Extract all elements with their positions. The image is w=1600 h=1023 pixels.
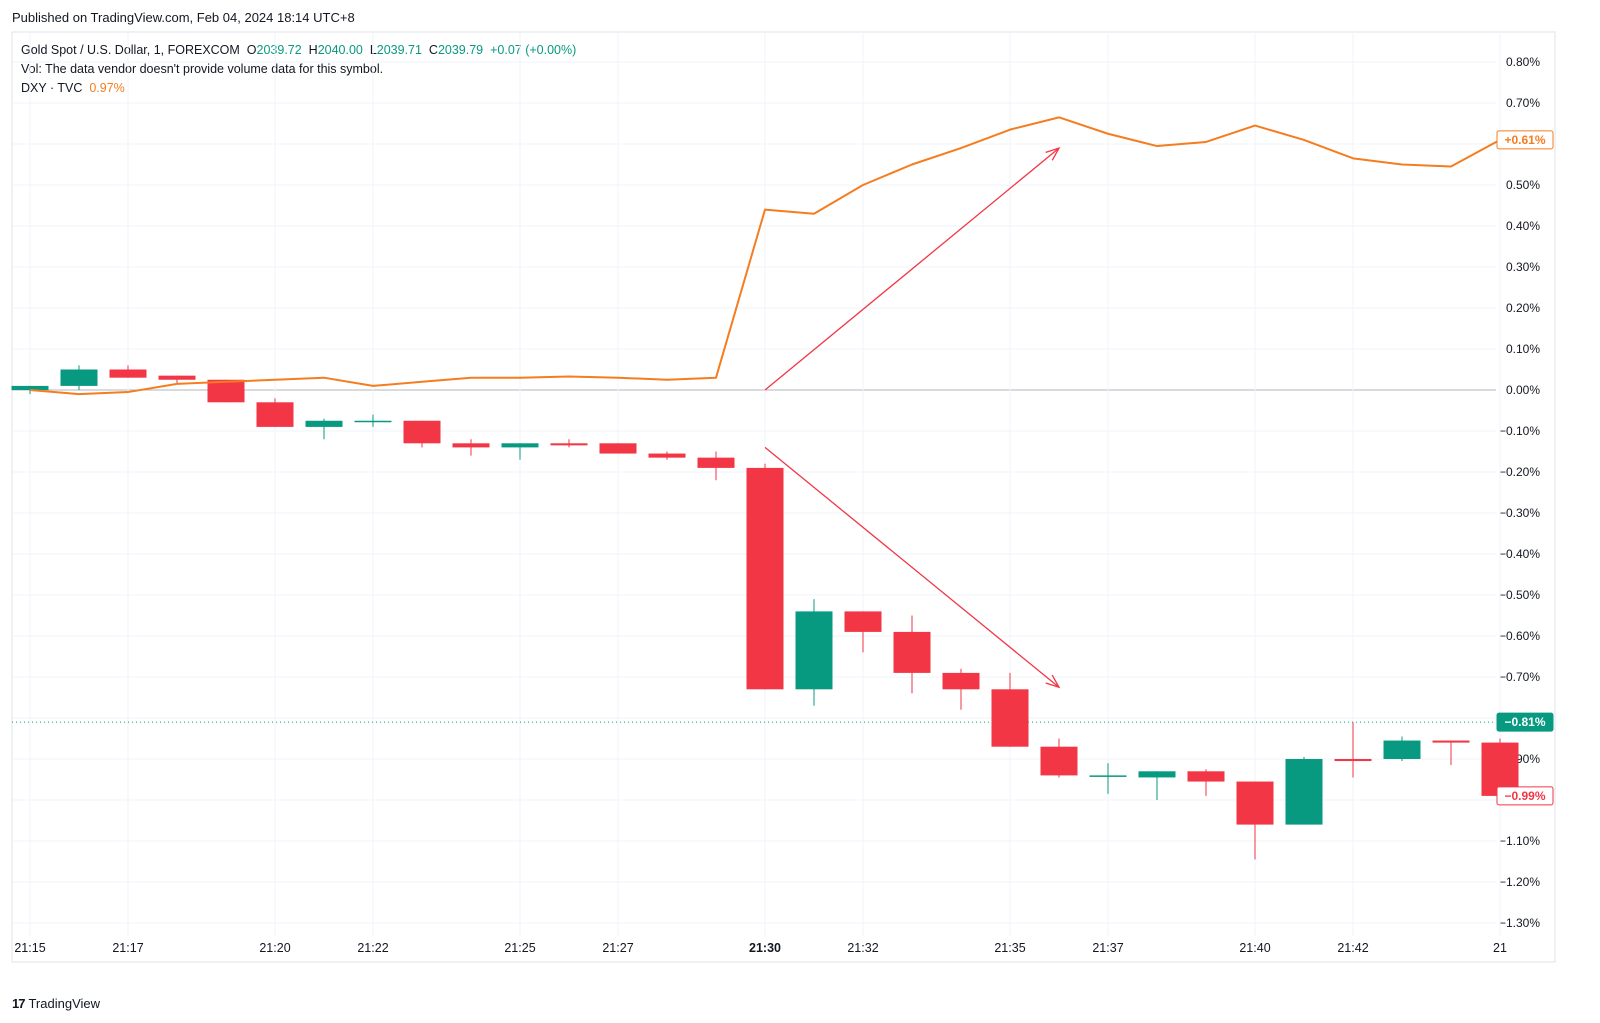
candle-body[interactable] xyxy=(354,420,392,423)
trend-arrow-head xyxy=(1045,674,1061,689)
x-tick-label: 21:20 xyxy=(259,941,290,955)
x-tick-label: 21:15 xyxy=(14,941,45,955)
candle-body[interactable] xyxy=(942,672,980,690)
legend-symbol[interactable]: Gold Spot / U.S. Dollar, 1, FOREXCOM xyxy=(21,43,240,57)
price-tag-label: +0.61% xyxy=(1504,133,1545,147)
legend-open-label: O xyxy=(246,43,257,57)
candle-body[interactable] xyxy=(207,379,245,403)
legend-dxy-label[interactable]: DXY · TVC xyxy=(21,81,83,95)
legend-low-value: 2039.71 xyxy=(376,43,422,57)
x-tick-label: 21:37 xyxy=(1092,941,1123,955)
x-tick-label: 21:32 xyxy=(847,941,878,955)
x-tick-label: 21:22 xyxy=(357,941,388,955)
candle-body[interactable] xyxy=(305,420,343,427)
candle-body[interactable] xyxy=(109,369,147,378)
candle-body[interactable] xyxy=(1236,781,1274,825)
x-tick-label: 21:25 xyxy=(504,941,535,955)
y-tick-label: −1.20% xyxy=(1499,875,1540,889)
candle-body[interactable] xyxy=(1334,759,1372,762)
candle-body[interactable] xyxy=(158,375,196,380)
candle-body[interactable] xyxy=(1383,740,1421,759)
y-tick-label: 0.50% xyxy=(1506,178,1540,192)
price-tag-label: −0.99% xyxy=(1504,789,1545,803)
y-tick-label: −1.10% xyxy=(1499,834,1540,848)
x-tick-label: 21:17 xyxy=(112,941,143,955)
trend-arrow-line[interactable] xyxy=(764,446,1060,688)
y-tick-label: −0.70% xyxy=(1499,670,1540,684)
y-tick-label: 0.20% xyxy=(1506,301,1540,315)
y-tick-label: 0.10% xyxy=(1506,342,1540,356)
candle-body[interactable] xyxy=(1285,759,1323,825)
y-tick-label: 0.00% xyxy=(1506,383,1540,397)
footer-brand-name: TradingView xyxy=(28,996,101,1011)
price-tag xyxy=(1496,712,1554,732)
candle-body[interactable] xyxy=(795,611,833,690)
candle-body[interactable] xyxy=(893,631,931,673)
y-tick-label: −0.10% xyxy=(1499,424,1540,438)
price-tag xyxy=(1496,786,1554,806)
candle-body[interactable] xyxy=(1040,746,1078,776)
price-tag xyxy=(1496,130,1554,150)
candle-body[interactable] xyxy=(11,385,49,390)
legend-vol-row: Vol: The data vendor doesn't provide vol… xyxy=(21,62,384,76)
x-tick-label: 21:27 xyxy=(602,941,633,955)
x-tick-label: 21:42 xyxy=(1337,941,1368,955)
candle-body[interactable] xyxy=(1432,740,1470,743)
candle-body[interactable] xyxy=(452,443,490,448)
candle-body[interactable] xyxy=(697,457,735,468)
candle-body[interactable] xyxy=(648,453,686,458)
candle-body[interactable] xyxy=(501,443,539,448)
y-tick-label: 0.70% xyxy=(1506,96,1540,110)
x-tick-label: 21 xyxy=(1493,941,1507,955)
y-tick-label: −0.20% xyxy=(1499,465,1540,479)
footer-brand[interactable]: 17 TradingView xyxy=(12,996,100,1011)
candle-body[interactable] xyxy=(60,369,98,386)
candle-body[interactable] xyxy=(599,443,637,454)
price-tag-label: −0.81% xyxy=(1504,715,1545,729)
x-tick-label: 21:35 xyxy=(994,941,1025,955)
candle-body[interactable] xyxy=(256,402,294,427)
y-tick-label: −1.30% xyxy=(1499,916,1540,930)
chart-legend: Gold Spot / U.S. Dollar, 1, FOREXCOM O20… xyxy=(21,41,576,98)
legend-high-value: 2040.00 xyxy=(317,43,363,57)
y-tick-label: 0.40% xyxy=(1506,219,1540,233)
legend-change: +0.07 (+0.00%) xyxy=(490,43,577,57)
chart-frame xyxy=(11,31,1556,963)
x-tick-label: 21:40 xyxy=(1239,941,1270,955)
candle-body[interactable] xyxy=(746,467,784,690)
legend-open-value: 2039.72 xyxy=(256,43,302,57)
legend-symbol-row: Gold Spot / U.S. Dollar, 1, FOREXCOM O20… xyxy=(21,41,576,60)
trend-arrow-head xyxy=(1045,146,1061,161)
legend-high-label: H xyxy=(308,43,318,57)
candle-body[interactable] xyxy=(1187,771,1225,782)
legend-close-label: C xyxy=(428,43,438,57)
candle-body[interactable] xyxy=(403,420,441,444)
y-tick-label: −0.40% xyxy=(1499,547,1540,561)
published-caption: Published on TradingView.com, Feb 04, 20… xyxy=(12,10,355,25)
y-tick-label: 0.30% xyxy=(1506,260,1540,274)
y-tick-label: −0.50% xyxy=(1499,588,1540,602)
candle-body[interactable] xyxy=(991,689,1029,747)
legend-dxy-value: 0.97% xyxy=(89,81,125,95)
legend-close-value: 2039.79 xyxy=(437,43,484,57)
candle-body[interactable] xyxy=(844,611,882,632)
trend-arrow-line[interactable] xyxy=(764,147,1060,391)
candle-body[interactable] xyxy=(550,443,588,446)
y-tick-label: 0.80% xyxy=(1506,55,1540,69)
y-tick-label: −0.60% xyxy=(1499,629,1540,643)
y-tick-label: −0.30% xyxy=(1499,506,1540,520)
dxy-line[interactable] xyxy=(29,116,1501,396)
candle-body[interactable] xyxy=(1089,775,1127,777)
legend-dxy-row: DXY · TVC 0.97% xyxy=(21,79,576,98)
tradingview-logo-icon: 17 xyxy=(12,996,26,1011)
candle-body[interactable] xyxy=(1138,771,1176,778)
x-tick-label: 21:30 xyxy=(749,941,781,955)
